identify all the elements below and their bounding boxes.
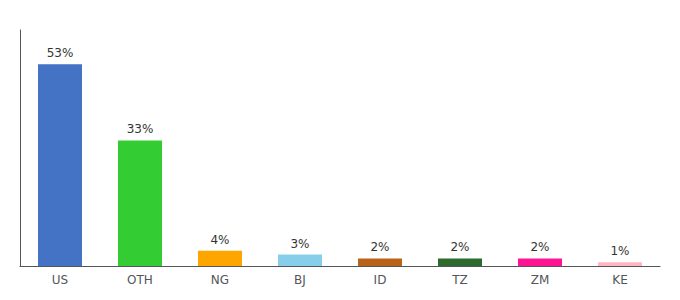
svg-text:ID: ID — [374, 273, 387, 287]
svg-text:NG: NG — [211, 273, 229, 287]
svg-text:2%: 2% — [450, 240, 469, 254]
svg-text:US: US — [52, 273, 68, 287]
svg-text:OTH: OTH — [127, 273, 153, 287]
svg-text:TZ: TZ — [451, 273, 468, 287]
svg-text:3%: 3% — [290, 237, 309, 251]
svg-text:33%: 33% — [127, 122, 154, 136]
svg-text:BJ: BJ — [294, 273, 306, 287]
svg-text:4%: 4% — [210, 233, 229, 247]
svg-text:53%: 53% — [47, 46, 74, 60]
svg-text:1%: 1% — [610, 244, 629, 258]
svg-text:2%: 2% — [370, 240, 389, 254]
svg-text:KE: KE — [612, 273, 627, 287]
svg-text:ZM: ZM — [531, 273, 550, 287]
svg-text:2%: 2% — [530, 240, 549, 254]
